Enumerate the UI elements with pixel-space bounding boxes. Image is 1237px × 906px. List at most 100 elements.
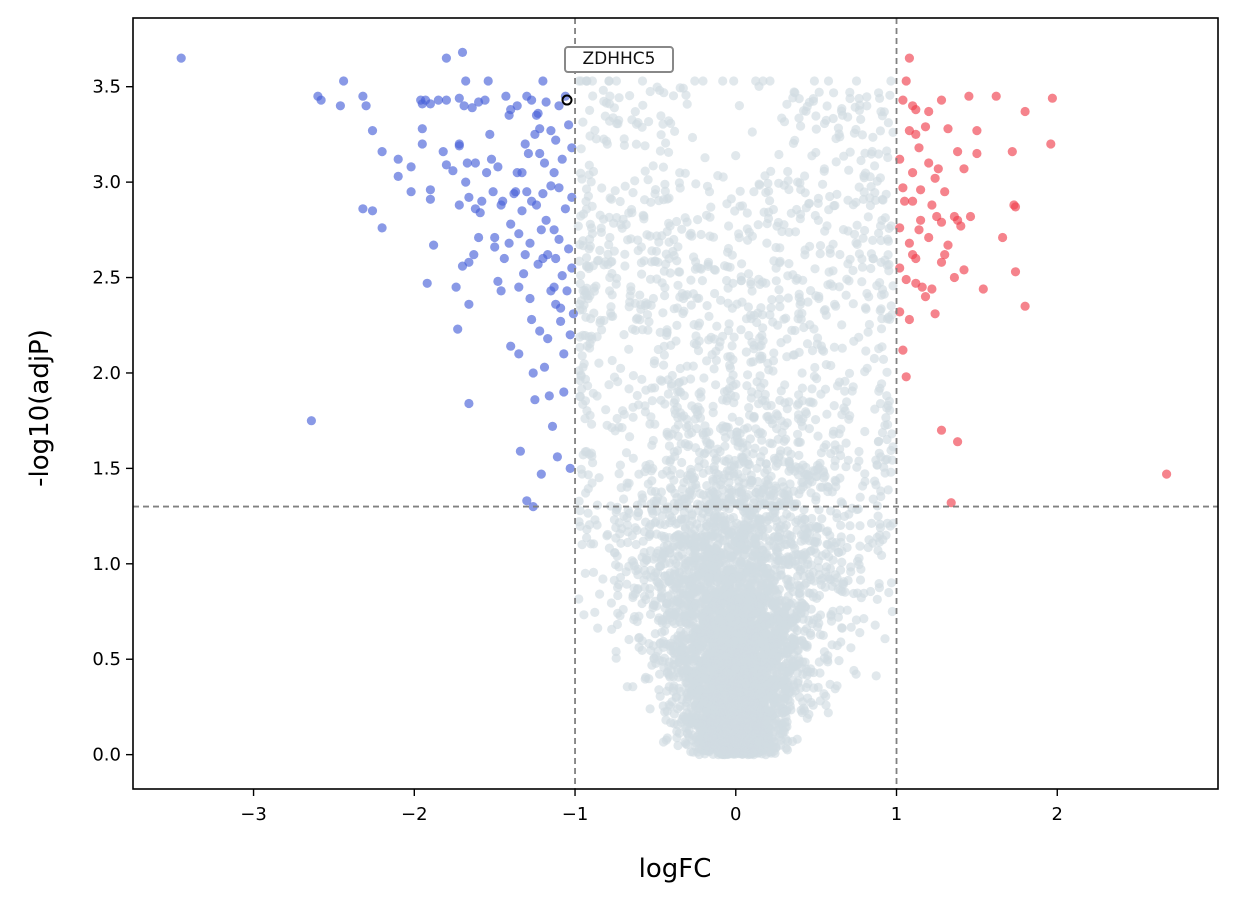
ns-point <box>839 511 850 521</box>
ns-point <box>739 695 749 705</box>
ns-point <box>576 464 586 474</box>
ns-point <box>594 358 604 368</box>
ns-point <box>747 524 757 535</box>
ns-point <box>819 647 830 657</box>
ns-point <box>870 404 880 414</box>
ns-point <box>755 180 765 190</box>
ns-point <box>753 429 764 439</box>
ns-point <box>578 209 589 219</box>
ns-point <box>743 370 753 380</box>
ns-point <box>709 669 719 679</box>
ns-point <box>760 532 770 542</box>
ns-point <box>669 634 680 644</box>
ns-point <box>614 422 624 432</box>
ns-point <box>769 348 779 358</box>
ns-point <box>725 363 736 373</box>
ns-point <box>815 630 826 640</box>
ns-point <box>574 496 584 506</box>
ns-point <box>578 117 588 127</box>
ns-point <box>628 188 638 198</box>
ns-point <box>645 546 656 556</box>
ns-point <box>587 419 597 429</box>
ns-point <box>757 351 767 361</box>
ns-point <box>860 469 870 479</box>
ns-point <box>656 395 666 405</box>
ns-point <box>716 661 726 671</box>
ns-point <box>622 513 632 523</box>
ns-point <box>589 539 599 549</box>
ns-point <box>876 304 886 314</box>
ns-point <box>883 420 893 430</box>
ns-point <box>635 290 645 300</box>
ns-point <box>789 634 799 644</box>
ns-point <box>799 703 809 713</box>
ns-point <box>709 588 720 598</box>
ns-point <box>588 567 599 578</box>
ns-point <box>876 324 887 334</box>
ns-point <box>811 111 821 121</box>
ns-point <box>747 387 757 397</box>
ns-point <box>616 538 626 548</box>
ns-point <box>587 478 597 488</box>
ns-point <box>873 437 884 447</box>
ns-point <box>672 216 682 227</box>
ns-point <box>682 99 692 109</box>
ns-point <box>704 187 715 197</box>
ns-point <box>792 668 803 678</box>
ns-point <box>576 270 586 280</box>
ns-point <box>672 726 682 737</box>
ns-point <box>806 488 816 498</box>
ns-point <box>642 310 653 320</box>
ns-point <box>680 439 690 449</box>
ns-point <box>746 562 756 572</box>
ns-point <box>810 362 820 373</box>
ns-point <box>621 448 632 458</box>
ns-point <box>842 605 852 615</box>
ns-point <box>675 363 685 374</box>
ns-point <box>618 604 628 615</box>
ns-point <box>826 449 836 459</box>
ns-point <box>658 496 668 506</box>
ns-point <box>827 640 837 650</box>
ns-point <box>709 264 719 275</box>
ns-point <box>634 611 644 621</box>
ns-point <box>888 518 898 528</box>
ns-point <box>752 317 762 328</box>
ns-point <box>709 364 719 374</box>
ns-point <box>809 76 820 86</box>
ns-point <box>738 452 748 462</box>
ns-point <box>727 341 737 351</box>
ns-point <box>799 600 809 610</box>
ns-point <box>594 473 604 483</box>
ns-point <box>866 586 876 597</box>
ns-point <box>832 573 842 583</box>
ns-point <box>807 151 817 161</box>
ns-point <box>811 415 821 425</box>
ns-point <box>589 308 599 318</box>
ns-point <box>760 171 770 181</box>
ns-point <box>856 593 866 603</box>
ns-point <box>861 346 871 356</box>
ns-point <box>663 591 673 601</box>
ns-point <box>575 342 585 352</box>
ns-point <box>805 546 816 557</box>
ns-point <box>779 436 789 446</box>
ns-point <box>753 220 763 230</box>
ns-point <box>711 346 721 356</box>
ns-point <box>695 405 705 415</box>
ns-point <box>795 588 805 598</box>
ns-point <box>700 153 710 163</box>
ns-point <box>660 291 670 301</box>
ns-point <box>580 396 591 406</box>
ns-point <box>816 448 827 458</box>
ns-point <box>860 426 870 437</box>
ns-point <box>727 564 738 574</box>
ns-point <box>829 541 840 551</box>
ns-point <box>677 412 687 422</box>
ns-point <box>751 76 761 86</box>
ns-point <box>725 612 735 622</box>
ns-point <box>869 353 880 364</box>
ns-point <box>590 607 600 618</box>
ns-point <box>658 308 668 318</box>
ns-point <box>784 259 794 269</box>
